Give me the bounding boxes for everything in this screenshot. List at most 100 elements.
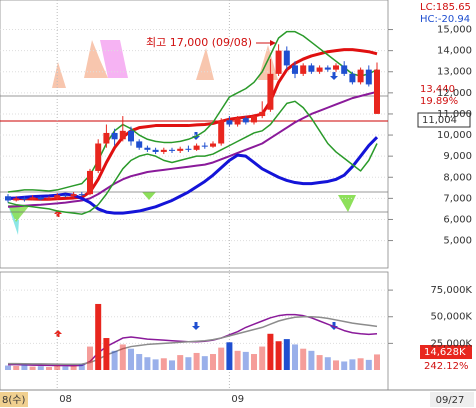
volume-bar [275,341,282,370]
signal-up [54,210,62,214]
candle-body [283,50,290,66]
candle-body [357,69,364,83]
volume-bar [267,333,274,370]
volume-bar [242,351,249,370]
date-box [430,392,474,407]
volume-line [8,315,378,365]
volume-bar [201,356,208,370]
volume-bar [62,366,69,370]
candle-body [341,65,348,74]
candle-body [169,149,175,151]
signal-up [54,330,62,334]
cloud [142,192,156,200]
cloud [84,40,108,78]
candle-body [374,69,380,114]
candle-body [21,198,28,200]
candle-body [226,120,233,125]
candle-body [177,148,184,151]
candle-body [103,132,110,144]
signal-down [192,326,200,330]
volume-bar [300,348,307,370]
cloud [338,195,356,212]
volume-bar [46,367,52,370]
cloud [52,62,66,88]
volume-bar [169,360,175,370]
side-label: 242.12% [424,361,469,372]
y-tick-label: 11,000 [437,109,472,120]
y-tick-label: 6,000 [443,214,472,225]
y-tick-label: 75,000K [430,285,472,296]
volume-bar [210,354,216,370]
volume-bar [152,359,159,370]
y-tick-label: 5,000 [443,236,472,247]
y-tick-label: 13,000 [437,67,472,78]
date-box [0,392,28,407]
y-tick-label: 15,000 [437,25,472,36]
candle-body [160,149,167,152]
indicator-line [7,136,379,215]
volume-bar [218,347,225,370]
volume-bar [193,352,200,370]
candle-body [78,194,85,196]
candle-body [234,118,241,125]
last-date: 09/27 [436,395,465,406]
y-tick-label: 14,000 [437,46,472,57]
y-tick-label: 50,000K [430,312,472,323]
candle-body [5,196,11,201]
volume-bar [324,357,331,370]
candle-body [292,65,298,74]
volume-bar [160,358,167,370]
candle-body [62,195,69,197]
header-label: HC:-20.94 [420,14,470,25]
volume-bar [365,359,372,370]
signal-up [56,334,60,337]
candle-body [46,198,52,200]
candle-body [144,147,151,150]
candle-body [218,120,225,144]
side-label-box [417,112,471,128]
y-tick-label: 10,000 [437,130,472,141]
volume-bar [29,366,36,370]
candle-body [242,118,249,123]
volume-bar [308,350,315,370]
y-tick-label: 12,000 [437,88,472,99]
volume-bar [103,338,110,370]
volume-bar [128,348,134,370]
candle-body [54,195,61,199]
side-label: 19.89% [420,96,458,107]
cloud [100,40,128,78]
volume-bar [119,344,126,370]
signal-down [194,132,198,136]
header-label: LC:185.65 [420,2,471,13]
y-tick-label: 25,000K [430,338,472,349]
volume-bar [292,344,298,370]
candle-body [119,130,126,140]
volume-bar [341,361,348,370]
volume-bar [283,339,290,370]
side-label-box [420,345,472,359]
volume-panel [0,271,389,391]
x-tick-label: 8(수) [2,394,25,406]
volume-bar [13,365,20,370]
candle-body [324,67,331,70]
signal-down [332,72,336,76]
y-tick-label: 9,000 [443,151,472,162]
candle-body [259,111,266,117]
volume-bar [136,354,143,370]
candle-body [152,149,159,152]
candle-body [111,132,118,140]
candle-body [210,143,216,147]
volume-bar [316,355,323,370]
candle-body [193,145,200,150]
annotation-arrow [270,40,276,46]
cloud [8,205,30,222]
candle-body [95,143,102,171]
x-tick-label: 08 [59,394,72,405]
candle-body [316,67,323,72]
candle-body [365,69,372,85]
candle-body [13,198,20,201]
candle-body [300,65,307,74]
indicator-line [7,90,378,208]
volume-bar [37,366,44,370]
